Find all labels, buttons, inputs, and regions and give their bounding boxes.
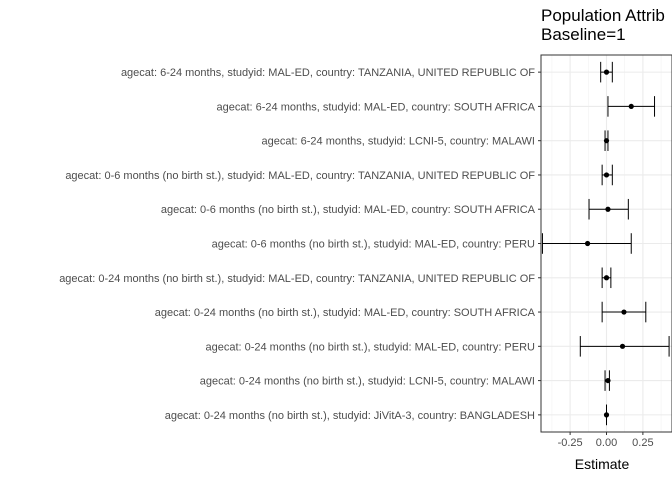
y-tick-label: agecat: 0-24 months (no birth st.), stud… [205,341,535,353]
estimate-point [584,240,591,247]
estimate-point [605,377,611,384]
estimate-point [603,138,610,144]
estimate-point [603,172,610,178]
x-tick-label: 0.00 [596,437,617,449]
y-tick-label: agecat: 0-6 months (no birth st.), study… [161,204,536,216]
estimate-point [603,275,610,281]
y-tick-label: agecat: 6-24 months, studyid: MAL-ED, co… [121,67,535,79]
y-tick-label: agecat: 0-6 months (no birth st.), study… [212,239,535,251]
estimate-point [603,412,610,418]
y-tick-label: agecat: 6-24 months, studyid: LCNI-5, co… [262,136,536,148]
x-axis-title: Estimate [575,456,630,472]
y-tick-label: agecat: 0-24 months (no birth st.), stud… [165,410,535,422]
y-tick-label: agecat: 0-24 months (no birth st.), stud… [59,273,535,285]
estimate-point [621,309,627,315]
y-tick-label: agecat: 0-6 months (no birth st.), study… [65,170,535,182]
y-tick-label: agecat: 0-24 months (no birth st.), stud… [200,376,535,388]
estimate-point [605,206,611,212]
estimate-point [603,69,610,75]
chart-title: Population Attrib Baseline=1 [541,6,665,44]
y-axis: agecat: 6-24 months, studyid: MAL-ED, co… [59,67,541,422]
x-axis: -0.25 0.00 0.25 [558,432,654,449]
chart-title-line-2: Baseline=1 [541,25,626,44]
estimate-point [628,103,634,110]
x-tick-label: -0.25 [558,437,583,449]
y-tick-label: agecat: 6-24 months, studyid: MAL-ED, co… [216,101,535,113]
estimate-point [619,343,626,349]
x-tick-label: 0.25 [632,437,653,449]
y-tick-label: agecat: 0-24 months (no birth st.), stud… [155,307,536,319]
chart-title-line-1: Population Attrib [541,6,665,25]
data-marks [541,61,670,426]
